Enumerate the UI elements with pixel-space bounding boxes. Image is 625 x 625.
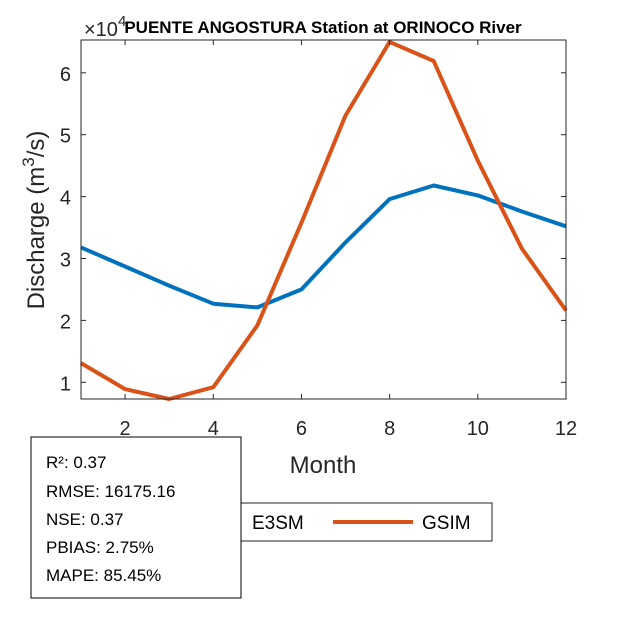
y-tick-label: 3 (60, 249, 71, 271)
stat-nse: NSE: 0.37 (46, 510, 124, 529)
y-exponent-label: ×104 (84, 13, 126, 41)
x-tick-label: 2 (120, 418, 131, 440)
axes-box (80, 39, 567, 400)
y-tick-label: 4 (60, 188, 71, 210)
series-line-e3sm (80, 183, 567, 310)
legend-label-e3sm: E3SM (252, 513, 304, 534)
y-tick-label: 5 (60, 126, 71, 148)
x-tick-label: 6 (296, 418, 307, 440)
stats-box: R²: 0.37 RMSE: 16175.16 NSE: 0.37 PBIAS:… (30, 436, 242, 599)
x-tick-label: 10 (467, 418, 489, 440)
legend-label-gsim: GSIM (422, 513, 471, 534)
x-tick-label: 12 (555, 418, 577, 440)
stat-r2: R²: 0.37 (46, 453, 106, 472)
y-tick-label: 2 (60, 311, 71, 333)
y-tick-label: 1 (60, 373, 71, 395)
stat-rmse: RMSE: 16175.16 (46, 482, 175, 501)
y-tick-label: 6 (60, 64, 71, 86)
series-line-gsim (79, 39, 568, 401)
stat-mape: MAPE: 85.45% (46, 566, 161, 585)
stats-box-frame (30, 436, 242, 599)
stat-pbias: PBIAS: 2.75% (46, 538, 154, 557)
chart-title: PUENTE ANGOSTURA Station at ORINOCO Rive… (124, 18, 522, 37)
x-tick-label: 4 (208, 418, 219, 440)
y-axis-label: Discharge (m3/s) (19, 131, 50, 310)
x-tick-label: 8 (384, 418, 395, 440)
x-axis-label: Month (290, 452, 357, 479)
axes-background (81, 40, 566, 399)
series-layer (79, 39, 568, 401)
